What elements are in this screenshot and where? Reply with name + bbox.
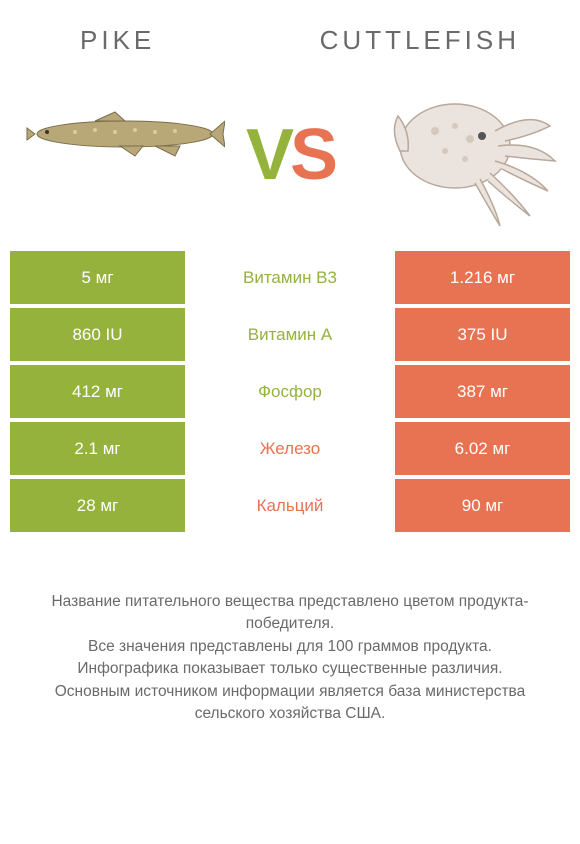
nutrient-name: Витамин B3 — [185, 251, 395, 304]
left-product-title: Pike — [80, 25, 155, 56]
right-value: 375 IU — [395, 308, 570, 361]
left-value: 28 мг — [10, 479, 185, 532]
cuttlefish-image — [380, 81, 560, 231]
vs-s: S — [290, 115, 334, 195]
left-value: 2.1 мг — [10, 422, 185, 475]
footnote-line: Инфографика показывает только существенн… — [25, 658, 555, 680]
right-value: 387 мг — [395, 365, 570, 418]
vs-label: VS — [246, 114, 334, 196]
right-product-title: Cuttlefish — [320, 25, 520, 56]
table-row: 5 мгВитамин B31.216 мг — [10, 251, 570, 304]
right-value: 90 мг — [395, 479, 570, 532]
pike-image — [25, 106, 225, 161]
table-row: 412 мгФосфор387 мг — [10, 365, 570, 418]
footnote: Название питательного вещества представл… — [0, 536, 580, 726]
nutrient-name: Железо — [185, 422, 395, 475]
footnote-line: Основным источником информации является … — [25, 681, 555, 726]
left-value: 860 IU — [10, 308, 185, 361]
images-row: VS — [0, 66, 580, 236]
footnote-line: Все значения представлены для 100 граммо… — [25, 636, 555, 658]
right-value: 1.216 мг — [395, 251, 570, 304]
nutrient-name: Кальций — [185, 479, 395, 532]
nutrient-name: Фосфор — [185, 365, 395, 418]
table-row: 28 мгКальций90 мг — [10, 479, 570, 532]
table-row: 2.1 мгЖелезо6.02 мг — [10, 422, 570, 475]
right-value: 6.02 мг — [395, 422, 570, 475]
header: Pike Cuttlefish — [0, 0, 580, 66]
table-row: 860 IUВитамин A375 IU — [10, 308, 570, 361]
footnote-line: Название питательного вещества представл… — [25, 591, 555, 636]
left-value: 412 мг — [10, 365, 185, 418]
left-value: 5 мг — [10, 251, 185, 304]
nutrient-name: Витамин A — [185, 308, 395, 361]
vs-v: V — [246, 115, 290, 195]
nutrient-table: 5 мгВитамин B31.216 мг860 IUВитамин A375… — [10, 251, 570, 532]
